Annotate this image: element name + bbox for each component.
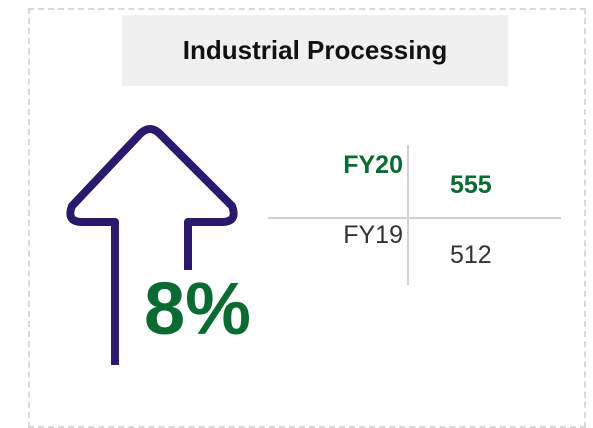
divider: [407, 145, 409, 285]
card-title: Industrial Processing: [122, 15, 508, 86]
period-label: FY20: [343, 151, 403, 179]
period-label: FY19: [343, 221, 403, 249]
divider: [268, 217, 561, 219]
period-value: 512: [450, 241, 492, 269]
period-value: 555: [450, 171, 492, 199]
arrow-icon: [66, 125, 238, 365]
change-value: 8%: [144, 267, 251, 350]
